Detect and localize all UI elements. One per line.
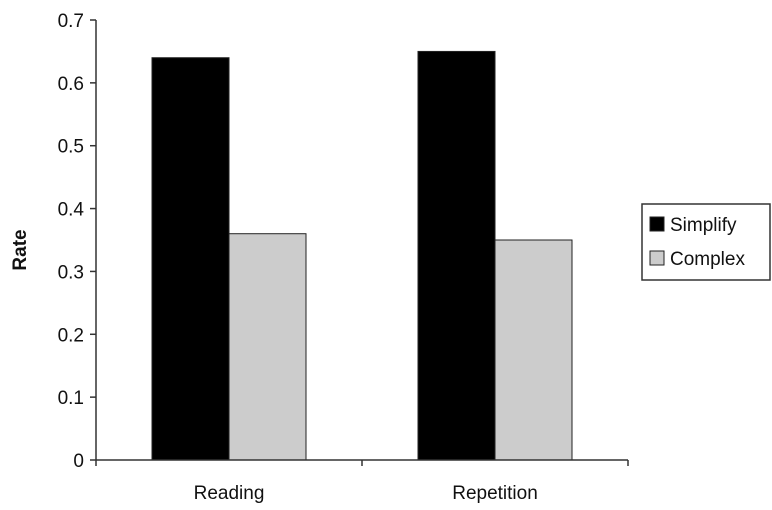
y-tick-label: 0.2	[58, 325, 84, 346]
y-tick-label: 0.1	[58, 388, 84, 409]
bar-complex-repetition	[494, 239, 573, 461]
x-tick-label: Repetition	[452, 483, 538, 504]
y-axis-ticks: 0 0.1 0.2 0.3 0.4 0.5 0.6 0.7	[58, 11, 96, 472]
y-tick-label: 0.7	[58, 11, 84, 32]
y-tick-label: 0	[73, 451, 84, 472]
y-tick-label: 0.6	[58, 74, 84, 95]
legend-swatch-complex	[649, 250, 665, 266]
bar-simplify-repetition	[417, 50, 496, 461]
y-axis-label: Rate	[10, 229, 31, 270]
bar-simplify-reading	[151, 57, 230, 461]
legend-label-simplify: Simplify	[670, 215, 737, 236]
legend-swatch-simplify	[649, 216, 665, 232]
x-axis-ticks: Reading Repetition	[95, 460, 629, 504]
x-tick-label: Reading	[194, 483, 265, 504]
legend: Simplify Complex	[641, 203, 771, 281]
y-tick-label: 0.3	[58, 262, 84, 283]
y-tick-label: 0.5	[58, 137, 84, 158]
plot-area	[151, 50, 573, 461]
y-tick-label: 0.4	[58, 200, 85, 221]
bar-complex-reading	[228, 233, 307, 461]
legend-label-complex: Complex	[670, 249, 745, 270]
